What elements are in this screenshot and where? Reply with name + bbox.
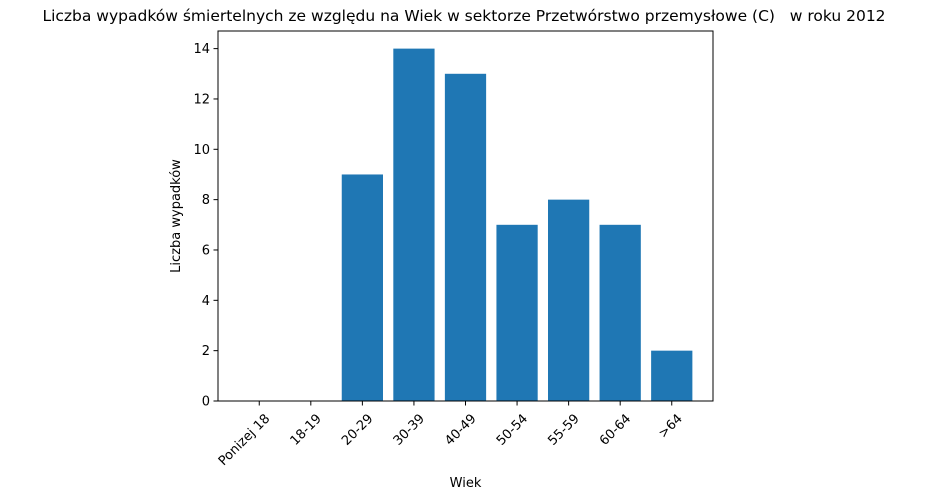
x-axis-label: Wiek bbox=[450, 476, 482, 491]
y-tick-label: 14 bbox=[193, 42, 210, 57]
y-tick-label: 10 bbox=[193, 143, 210, 158]
y-tick-label: 0 bbox=[202, 395, 210, 410]
x-tick-label: 60-64 bbox=[597, 411, 634, 448]
bar->64 bbox=[651, 350, 693, 401]
bar-40-49 bbox=[444, 73, 487, 401]
x-tick-label: >64 bbox=[656, 411, 686, 441]
y-tick-label: 6 bbox=[202, 243, 210, 258]
chart-title: Liczba wypadków śmiertelnych ze względu … bbox=[42, 7, 885, 25]
y-axis-label: Liczba wypadków bbox=[169, 159, 184, 273]
bar-50-54 bbox=[496, 224, 538, 401]
x-tick-label: 40-49 bbox=[442, 411, 479, 448]
y-tick-label: 8 bbox=[202, 193, 210, 208]
x-tick-label: Ponizej 18 bbox=[216, 411, 273, 468]
y-tick-label: 4 bbox=[202, 294, 210, 309]
x-tick-label: 50-54 bbox=[494, 411, 531, 448]
bar-30-39 bbox=[393, 48, 435, 401]
y-axis: 0 2 4 6 8 10 12 14 bbox=[193, 42, 218, 410]
bar-20-29 bbox=[341, 174, 383, 401]
x-axis: Ponizej 18 18-19 20-29 30-39 40-49 50-54 55-59… bbox=[216, 401, 686, 469]
plot-frame bbox=[217, 30, 714, 402]
x-tick-label: 20-29 bbox=[339, 411, 376, 448]
y-tick-label: 2 bbox=[202, 344, 210, 359]
y-tick-label: 12 bbox=[193, 92, 210, 107]
x-tick-label: 30-39 bbox=[391, 411, 428, 448]
bar-55-59 bbox=[548, 199, 590, 401]
x-tick-label: 55-59 bbox=[545, 411, 582, 448]
x-tick-label: 18-19 bbox=[288, 411, 325, 448]
bar-60-64 bbox=[599, 224, 641, 401]
bars-group bbox=[341, 48, 693, 401]
